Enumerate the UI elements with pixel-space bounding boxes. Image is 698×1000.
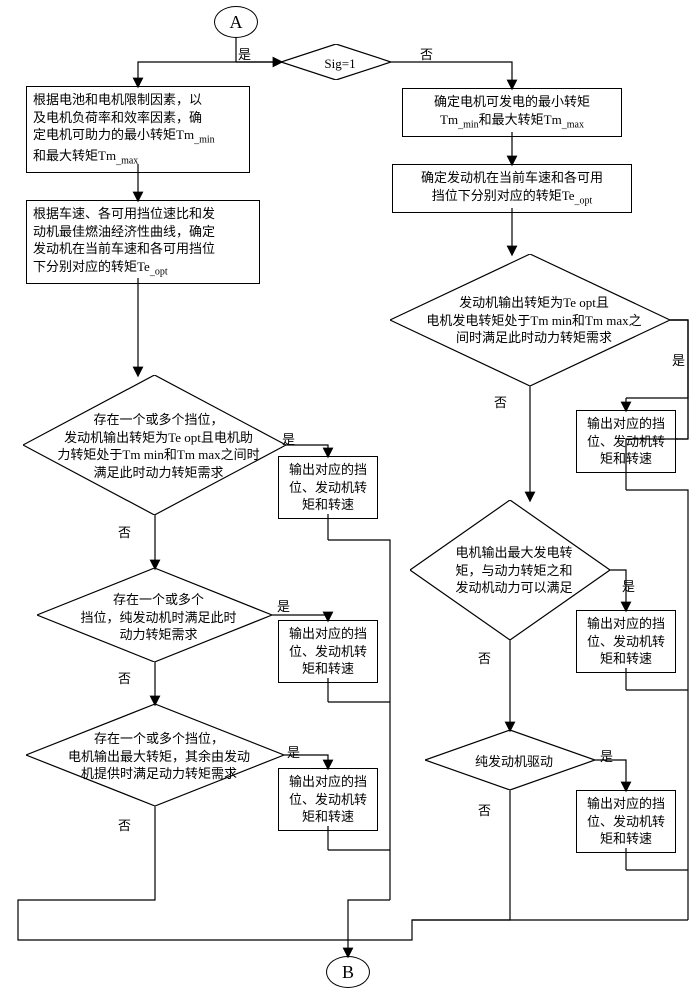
lbl-sig-yes: 是 (238, 44, 251, 63)
output-L2: 输出对应的挡位、发动机转矩和转速 (278, 620, 378, 683)
decision-sig-text: Sig=1 (281, 53, 399, 75)
decision-sig: Sig=1 (281, 44, 391, 80)
terminal-A: A (214, 6, 258, 38)
output-L2-text: 输出对应的挡位、发动机转矩和转速 (289, 626, 367, 676)
process-R2: 确定发动机在当前车速和各可用挡位下分别对应的转矩Te_opt (392, 164, 632, 213)
lbl-dR3-yes: 是 (600, 746, 613, 765)
output-R3-text: 输出对应的挡位、发动机转矩和转速 (587, 796, 665, 846)
process-L2: 根据车速、各可用挡位速比和发动机最佳燃油经济性曲线，确定发动机在当前车速和各可用… (26, 200, 260, 284)
lbl-dR3-no: 否 (478, 800, 491, 819)
terminal-A-label: A (230, 12, 243, 33)
lbl-dL3-yes: 是 (287, 742, 300, 761)
output-R2: 输出对应的挡位、发动机转矩和转速 (576, 610, 676, 673)
process-R1-text: 确定电机可发电的最小转矩Tm_min和最大转矩Tm_max (434, 94, 590, 127)
output-R1-text: 输出对应的挡位、发动机转矩和转速 (587, 416, 665, 466)
decision-R3-text: 纯发动机驱动 (425, 751, 603, 773)
lbl-sig-no: 否 (420, 44, 433, 63)
process-L1: 根据电池和电机限制因素，以及电机负荷率和效率因素，确定电机可助力的最小转矩Tm_… (26, 86, 250, 173)
process-R1: 确定电机可发电的最小转矩Tm_min和最大转矩Tm_max (402, 88, 622, 137)
decision-L2-text: 存在一个或多个挡位，纯发动机时满足此时动力转矩需求 (55, 589, 262, 646)
terminal-B: B (326, 956, 370, 988)
lbl-dR2-no: 否 (478, 648, 491, 667)
output-L3-text: 输出对应的挡位、发动机转矩和转速 (289, 774, 367, 824)
output-L3: 输出对应的挡位、发动机转矩和转速 (278, 768, 378, 831)
lbl-dL2-yes: 是 (277, 596, 290, 615)
output-L1: 输出对应的挡位、发动机转矩和转速 (278, 456, 378, 519)
terminal-B-label: B (342, 962, 354, 983)
decision-R1-text: 发动机输出转矩为Te opt且电机发电转矩处于Tm min和Tm max之间时满… (408, 292, 660, 349)
lbl-dR1-no: 否 (494, 392, 507, 411)
process-L2-text: 根据车速、各可用挡位速比和发动机最佳燃油经济性曲线，确定发动机在当前车速和各可用… (33, 206, 215, 274)
decision-L1-text: 存在一个或多个挡位，发动机输出转矩为Te opt且电机助力转矩处于Tm min和… (33, 409, 284, 483)
lbl-dL2-no: 否 (118, 668, 131, 687)
process-L1-text: 根据电池和电机限制因素，以及电机负荷率和效率因素，确定电机可助力的最小转矩Tm_… (33, 92, 215, 163)
lbl-dL1-no: 否 (118, 522, 131, 541)
process-R2-text: 确定发动机在当前车速和各可用挡位下分别对应的转矩Te_opt (421, 170, 603, 203)
output-R3: 输出对应的挡位、发动机转矩和转速 (576, 790, 676, 853)
lbl-dL3-no: 否 (118, 815, 131, 834)
decision-R3: 纯发动机驱动 (425, 730, 595, 790)
lbl-dR2-yes: 是 (622, 576, 635, 595)
lbl-dL1-yes: 是 (282, 429, 295, 448)
lbl-dR1-yes: 是 (672, 350, 685, 369)
decision-R2-text: 电机输出最大发电转矩，与动力转矩之和发动机动力可以满足 (436, 542, 592, 599)
decision-R1: 发动机输出转矩为Te opt且电机发电转矩处于Tm min和Tm max之间时满… (390, 254, 670, 386)
output-R2-text: 输出对应的挡位、发动机转矩和转速 (587, 616, 665, 666)
decision-L2: 存在一个或多个挡位，纯发动机时满足此时动力转矩需求 (37, 568, 272, 662)
decision-L3: 存在一个或多个挡位，电机输出最大转矩，其余由发动机提供时满足动力转矩需求 (26, 704, 284, 806)
output-R1: 输出对应的挡位、发动机转矩和转速 (576, 410, 676, 473)
decision-L3-text: 存在一个或多个挡位，电机输出最大转矩，其余由发动机提供时满足动力转矩需求 (40, 728, 278, 785)
output-L1-text: 输出对应的挡位、发动机转矩和转速 (289, 462, 367, 512)
decision-L1: 存在一个或多个挡位，发动机输出转矩为Te opt且电机助力转矩处于Tm min和… (23, 375, 286, 515)
